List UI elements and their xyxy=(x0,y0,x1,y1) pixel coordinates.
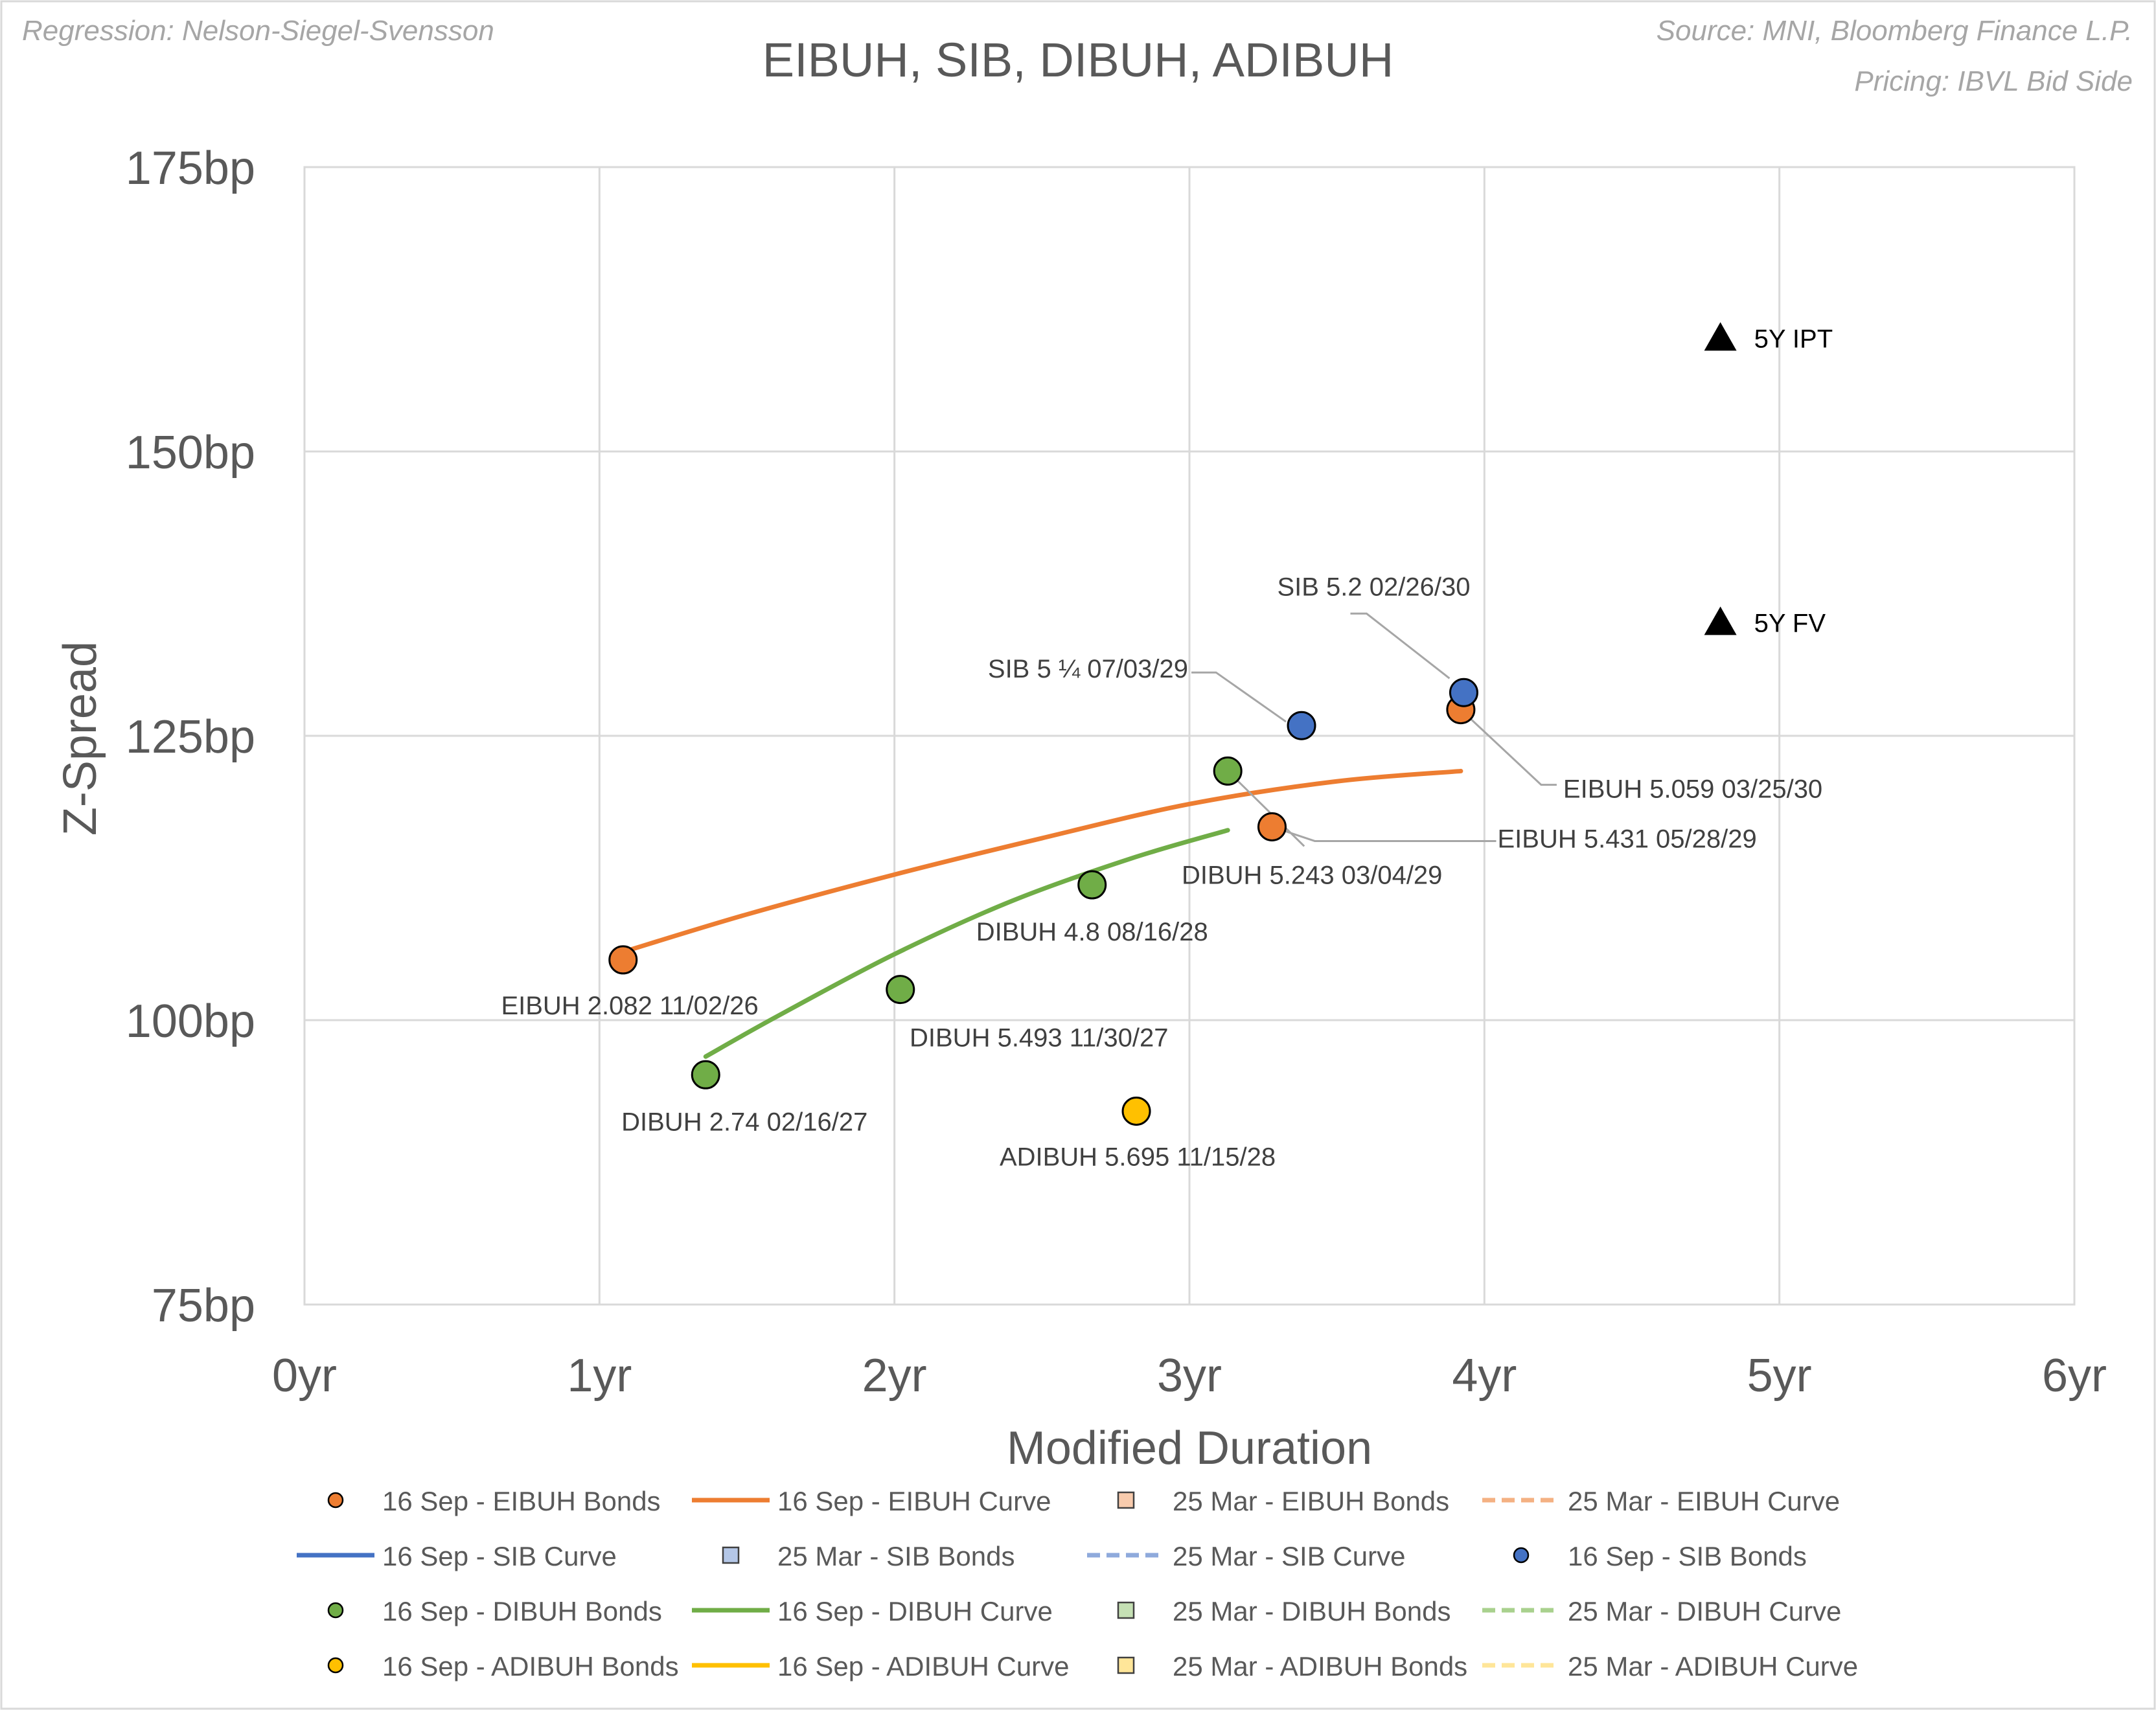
legend-item: 25 Mar - EIBUH Curve xyxy=(1482,1486,1840,1516)
legend-label: 16 Sep - ADIBUH Curve xyxy=(777,1651,1070,1682)
legend-square-icon xyxy=(1117,1491,1135,1509)
legend-item: 16 Sep - SIB Bonds xyxy=(1513,1541,1807,1571)
legend-item: 25 Mar - ADIBUH Bonds xyxy=(1117,1651,1467,1682)
legend-circle-icon xyxy=(327,1602,344,1619)
legend-label: 25 Mar - ADIBUH Curve xyxy=(1568,1651,1858,1682)
eibuh-curve xyxy=(621,768,1463,955)
legend-item: 25 Mar - SIB Curve xyxy=(1087,1541,1405,1571)
legend-item: 25 Mar - DIBUH Curve xyxy=(1482,1596,1841,1626)
bond-label: EIBUH 5.059 03/25/30 xyxy=(1563,775,1822,804)
adibuh-bond-point xyxy=(1121,1096,1151,1126)
legend-item: 16 Sep - EIBUH Bonds xyxy=(327,1486,661,1516)
legend-item: 16 Sep - ADIBUH Bonds xyxy=(327,1651,679,1682)
y-tick-label: 125bp xyxy=(126,711,255,763)
axis-ticks: 0yr 1yr 2yr 3yr 4yr 5yr 6yr 75bp 100bp 125bp 150bp… xyxy=(126,142,2107,1402)
legend-circle-icon xyxy=(1513,1547,1530,1564)
legend-circle-icon xyxy=(327,1492,344,1509)
legend-label: 25 Mar - DIBUH Curve xyxy=(1568,1596,1841,1626)
legend-label: 16 Sep - DIBUH Bonds xyxy=(382,1596,662,1626)
x-axis-title: Modified Duration xyxy=(1007,1422,1372,1474)
legend-item: 16 Sep - DIBUH Bonds xyxy=(327,1596,662,1626)
label-leader-lines xyxy=(1191,612,1557,847)
sib-bond-point xyxy=(1287,711,1316,740)
legend-circle-icon xyxy=(327,1657,344,1674)
bond-label-leader xyxy=(1460,709,1557,786)
bond-points xyxy=(608,678,1478,1126)
y-tick-label: 100bp xyxy=(126,996,255,1047)
chart-title: EIBUH, SIB, DIBUH, ADIBUH xyxy=(763,33,1394,87)
x-tick-label: 5yr xyxy=(1747,1350,1812,1402)
legend-label: 25 Mar - ADIBUH Bonds xyxy=(1173,1651,1467,1682)
dibuh-bond-point xyxy=(1077,870,1107,900)
plot-area-border xyxy=(303,166,2076,1306)
legend-item: 25 Mar - DIBUH Bonds xyxy=(1117,1596,1451,1626)
legend-label: 16 Sep - EIBUH Bonds xyxy=(382,1486,661,1516)
dibuh-bond-point xyxy=(886,975,915,1005)
legend-label: 16 Sep - EIBUH Curve xyxy=(777,1486,1051,1516)
legend-square-icon xyxy=(1117,1601,1135,1619)
bond-label-leader xyxy=(1191,671,1287,723)
legend: 16 Sep - EIBUH Bonds 16 Sep - EIBUH Curve… xyxy=(297,1486,1858,1682)
legend-label: 16 Sep - DIBUH Curve xyxy=(777,1596,1053,1626)
bond-label: SIB 5.2 02/26/30 xyxy=(1277,573,1470,601)
legend-square-icon xyxy=(1117,1656,1135,1674)
y-axis-title: Z-Spread xyxy=(54,641,106,836)
legend-label: 16 Sep - SIB Curve xyxy=(382,1541,617,1571)
legend-item: 25 Mar - EIBUH Bonds xyxy=(1117,1486,1449,1516)
legend-label: 25 Mar - DIBUH Bonds xyxy=(1173,1596,1451,1626)
legend-item: 25 Mar - ADIBUH Curve xyxy=(1482,1651,1858,1682)
x-tick-label: 2yr xyxy=(862,1350,927,1402)
y-tick-label: 150bp xyxy=(126,427,255,479)
source-note: Source: MNI, Bloomberg Finance L.P. xyxy=(1657,15,2133,47)
eibuh-bond-point xyxy=(1257,812,1287,841)
bond-label: DIBUH 2.74 02/16/27 xyxy=(621,1108,867,1136)
bond-label: EIBUH 2.082 11/02/26 xyxy=(501,992,758,1020)
fair-value-markers: 5Y IPT 5Y FV xyxy=(1704,322,1833,637)
legend-label: 16 Sep - ADIBUH Bonds xyxy=(382,1651,679,1682)
marker-label: 5Y FV xyxy=(1754,609,1826,637)
triangle-marker-icon xyxy=(1704,322,1737,351)
x-tick-label: 0yr xyxy=(272,1350,337,1402)
pricing-note: Pricing: IBVL Bid Side xyxy=(1854,65,2133,97)
legend-item: 16 Sep - EIBUH Curve xyxy=(692,1486,1051,1516)
legend-label: 25 Mar - SIB Curve xyxy=(1173,1541,1405,1571)
legend-label: 25 Mar - SIB Bonds xyxy=(777,1541,1015,1571)
legend-label: 16 Sep - SIB Bonds xyxy=(1568,1541,1807,1571)
bond-label: DIBUH 5.493 11/30/27 xyxy=(910,1024,1169,1053)
bond-label: EIBUH 5.431 05/28/29 xyxy=(1497,825,1756,853)
y-tick-label: 175bp xyxy=(126,142,255,194)
marker-label: 5Y IPT xyxy=(1754,325,1833,353)
legend-square-icon xyxy=(722,1546,740,1564)
y-tick-label: 75bp xyxy=(152,1280,255,1332)
dibuh-bond-point xyxy=(691,1060,720,1089)
dibuh-curve xyxy=(703,828,1230,1059)
bond-label: ADIBUH 5.695 11/15/28 xyxy=(1000,1143,1276,1171)
sib-bond-point xyxy=(1449,678,1478,707)
bond-label: DIBUH 5.243 03/04/29 xyxy=(1182,861,1442,889)
bond-labels: EIBUH 2.082 11/02/26 EIBUH 5.431 05/28/29… xyxy=(501,573,1822,1171)
eibuh-bond-point xyxy=(608,945,638,975)
bond-label: SIB 5 ¼ 07/03/29 xyxy=(988,655,1188,683)
legend-label: 25 Mar - EIBUH Curve xyxy=(1568,1486,1840,1516)
legend-item: 16 Sep - SIB Curve xyxy=(297,1541,617,1571)
x-tick-label: 1yr xyxy=(567,1350,632,1402)
legend-item: 16 Sep - DIBUH Curve xyxy=(692,1596,1053,1626)
triangle-marker-icon xyxy=(1704,606,1737,635)
legend-item: 25 Mar - SIB Bonds xyxy=(722,1541,1015,1571)
legend-item: 16 Sep - ADIBUH Curve xyxy=(692,1651,1070,1682)
bond-label-leader xyxy=(1350,612,1451,679)
x-tick-label: 3yr xyxy=(1157,1350,1222,1402)
fitted-curves xyxy=(621,768,1463,1059)
bond-label-leader xyxy=(1272,826,1497,842)
bond-label-leader xyxy=(1227,770,1305,847)
legend-label: 25 Mar - EIBUH Bonds xyxy=(1173,1486,1449,1516)
x-tick-label: 4yr xyxy=(1452,1350,1517,1402)
x-tick-label: 6yr xyxy=(2042,1350,2107,1402)
bond-label: DIBUH 4.8 08/16/28 xyxy=(976,918,1208,946)
regression-note: Regression: Nelson-Siegel-Svensson xyxy=(22,15,494,47)
dibuh-bond-point xyxy=(1213,756,1243,786)
